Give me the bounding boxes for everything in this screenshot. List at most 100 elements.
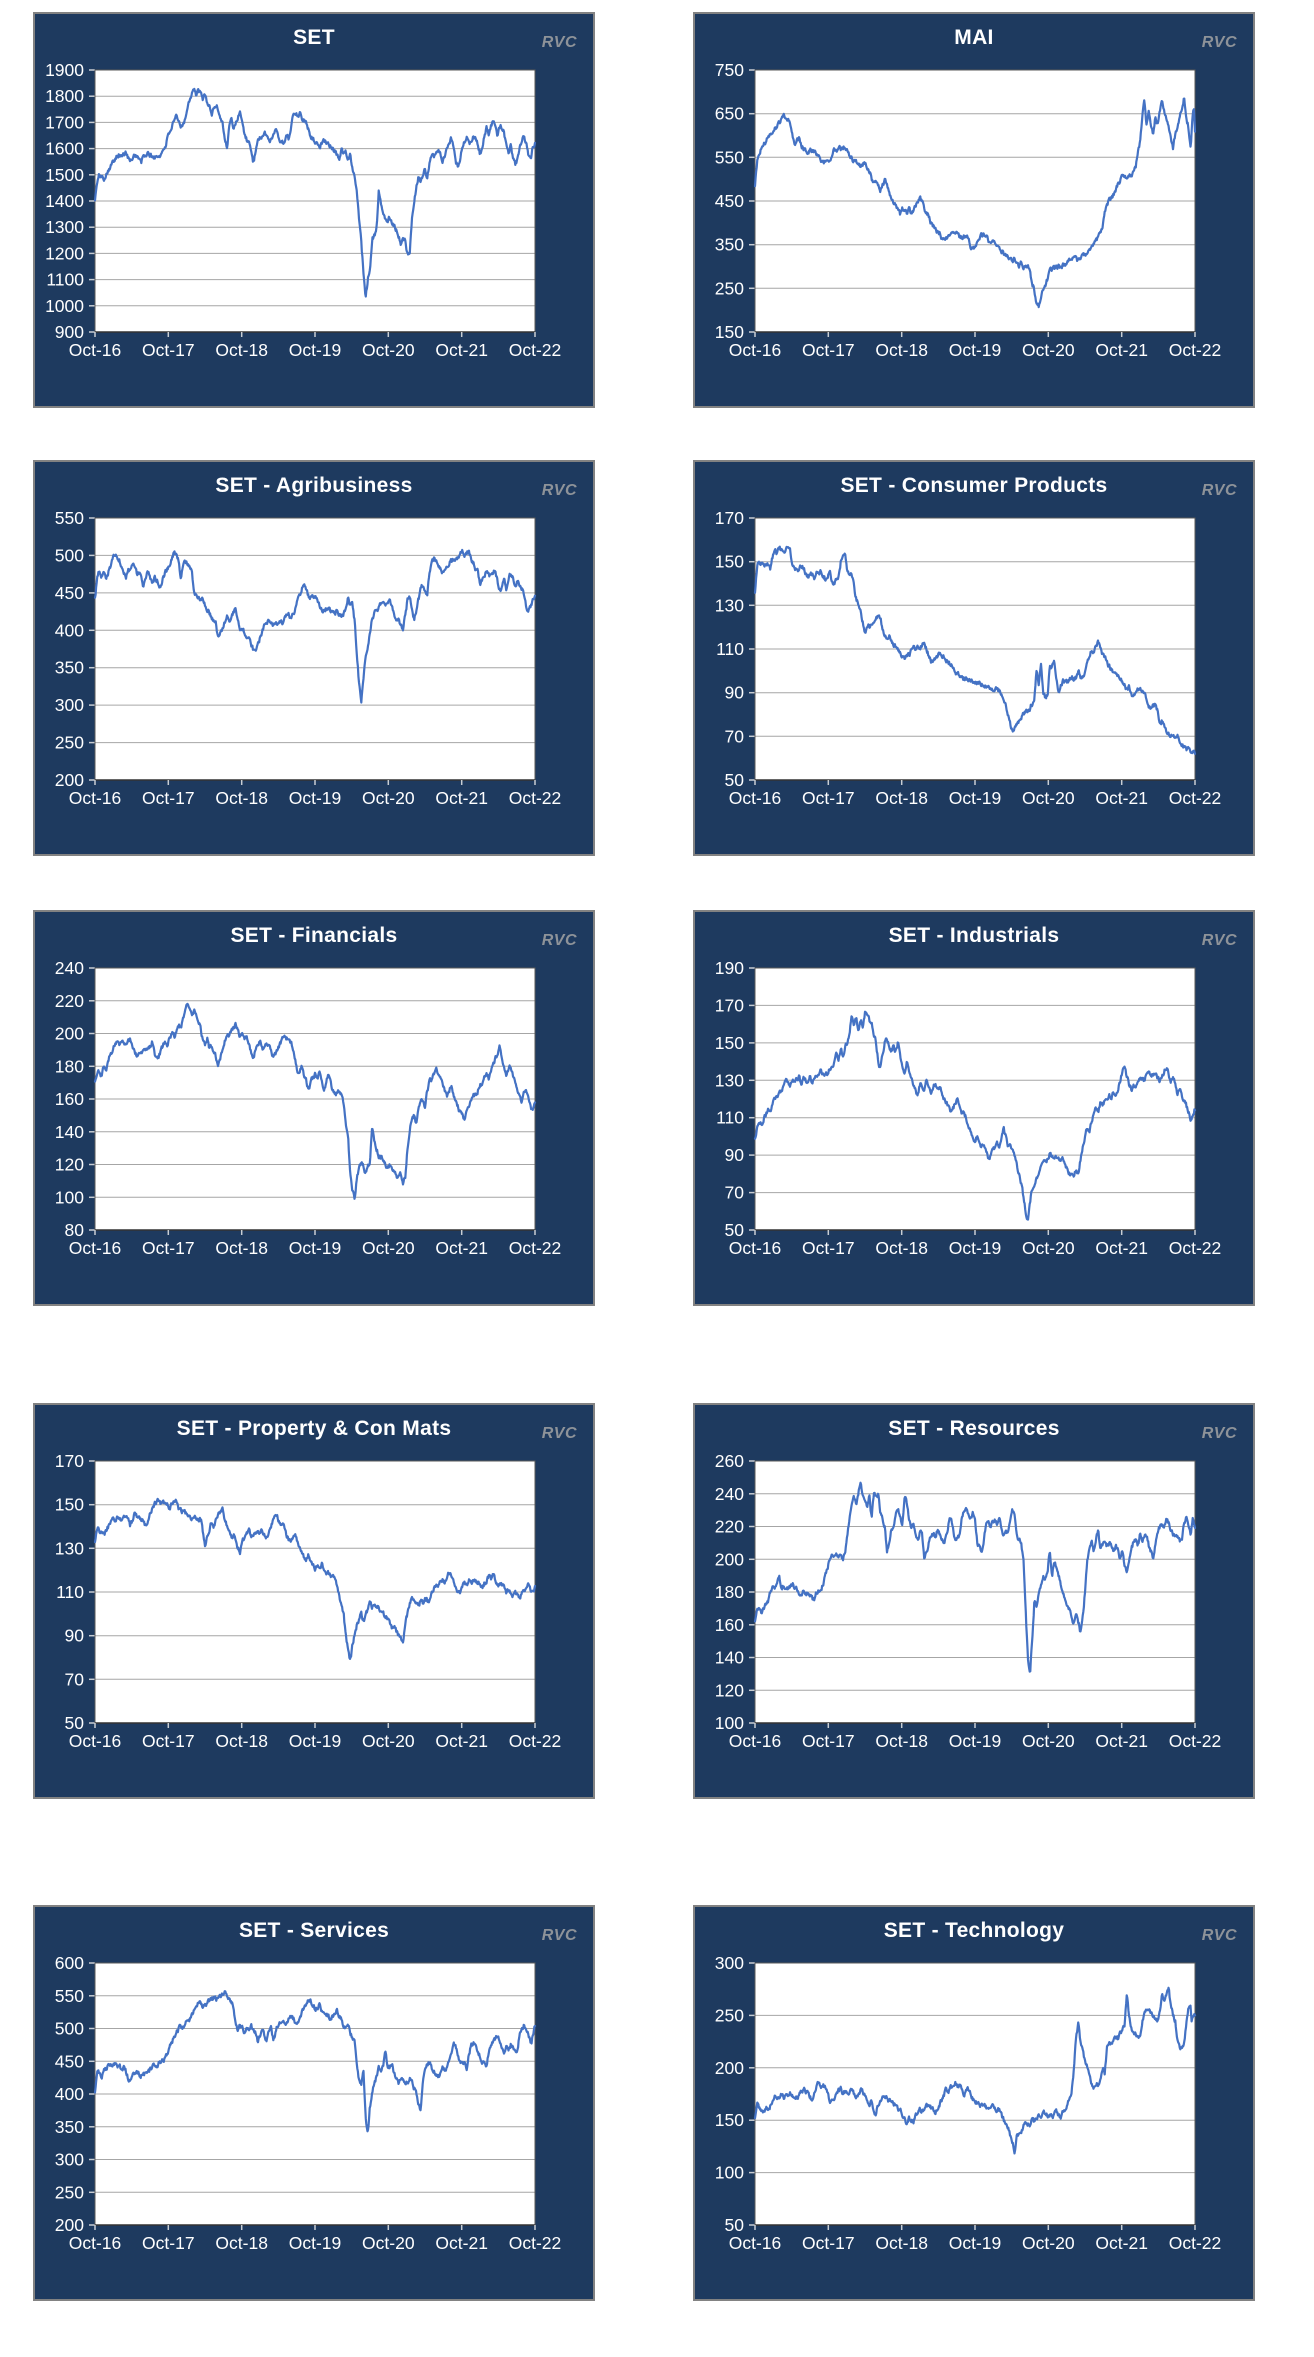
svg-text:180: 180	[55, 1056, 84, 1076]
plot-area: 100 120 140 160 180 200 220 240 260 Oct-16 Oct-17 O…	[695, 1405, 1253, 1797]
chart-canvas: 200 250 300 350 400 450 500 550 600 Oct-16 Oct-17 O…	[55, 1953, 562, 2253]
index-line	[753, 545, 1197, 755]
svg-text:Oct-20: Oct-20	[1022, 1238, 1075, 1258]
svg-text:1600: 1600	[45, 139, 84, 159]
chart-title: SET - Consumer Products	[840, 474, 1108, 497]
svg-text:Oct-17: Oct-17	[802, 788, 855, 808]
svg-text:Oct-16: Oct-16	[729, 1238, 782, 1258]
rvc-watermark: RVC	[541, 1927, 577, 1944]
svg-text:Oct-22: Oct-22	[509, 1731, 562, 1751]
rvc-watermark: RVC	[1201, 1927, 1237, 1944]
svg-text:240: 240	[55, 958, 84, 978]
rvc-watermark: RVC	[1201, 34, 1237, 51]
svg-text:Oct-17: Oct-17	[802, 1731, 855, 1751]
svg-text:Oct-19: Oct-19	[289, 1731, 342, 1751]
svg-text:Oct-21: Oct-21	[435, 1238, 488, 1258]
svg-text:140: 140	[715, 1648, 744, 1668]
chart-canvas: 200 250 300 350 400 450 500 550 Oct-16 Oct-17 Oct-…	[55, 508, 561, 808]
chart-title: SET - Technology	[883, 1919, 1065, 1942]
chart-canvas: 80 100 120 140 160 180 200 220 240 Oct-16 Oct-17 Oc…	[55, 958, 561, 1258]
rvc-watermark: RVC	[1201, 932, 1237, 949]
svg-text:130: 130	[55, 1538, 84, 1558]
svg-text:160: 160	[715, 1615, 744, 1635]
svg-text:Oct-20: Oct-20	[362, 1238, 415, 1258]
svg-text:450: 450	[55, 583, 84, 603]
index-line	[753, 1481, 1197, 1673]
svg-text:Oct-18: Oct-18	[215, 340, 268, 360]
svg-text:Oct-19: Oct-19	[949, 788, 1002, 808]
svg-text:Oct-17: Oct-17	[142, 2233, 195, 2253]
svg-text:160: 160	[55, 1089, 84, 1109]
svg-text:1300: 1300	[45, 217, 84, 237]
svg-text:Oct-21: Oct-21	[1095, 1731, 1148, 1751]
plot-area: 50 70 90 110 130 150 170 Oct-16 Oct-17 Oct-18 Oct-…	[35, 1405, 593, 1797]
svg-text:90: 90	[725, 1145, 745, 1165]
chart-panel-set-resources: SET - Resources RVC 100 120 140 160 180 200 22…	[693, 1403, 1255, 1799]
svg-text:Oct-20: Oct-20	[362, 340, 415, 360]
svg-text:140: 140	[55, 1122, 84, 1142]
plot-area: 50 100 150 200 250 300 Oct-16 Oct-17 Oct-18 Oct-1…	[695, 1907, 1253, 2299]
chart-canvas: 50 70 90 110 130 150 170 Oct-16 Oct-17 Oct-18 Oct-…	[715, 508, 1221, 808]
svg-text:110: 110	[716, 639, 744, 659]
svg-text:260: 260	[715, 1451, 744, 1471]
svg-text:120: 120	[715, 1680, 744, 1700]
svg-text:Oct-18: Oct-18	[875, 2233, 928, 2253]
chart-panel-set-financials: SET - Financials RVC 80 100 120 140 160 180 20…	[33, 910, 595, 1306]
chart-title: SET - Agribusiness	[215, 474, 413, 497]
svg-text:250: 250	[55, 2182, 84, 2202]
chart-panel-set-industrials: SET - Industrials RVC 50 70 90 110 130 150 170…	[693, 910, 1255, 1306]
svg-text:Oct-17: Oct-17	[802, 1238, 855, 1258]
svg-text:Oct-22: Oct-22	[509, 2233, 562, 2253]
svg-text:1000: 1000	[45, 296, 84, 316]
svg-text:200: 200	[55, 770, 84, 790]
svg-text:70: 70	[725, 726, 745, 746]
svg-text:500: 500	[55, 2019, 84, 2039]
svg-text:190: 190	[715, 958, 744, 978]
chart-canvas: 50 100 150 200 250 300 Oct-16 Oct-17 Oct-18 Oct-1…	[715, 1953, 1221, 2253]
svg-text:500: 500	[55, 545, 84, 565]
rvc-watermark: RVC	[541, 34, 577, 51]
svg-text:Oct-18: Oct-18	[215, 788, 268, 808]
svg-text:Oct-18: Oct-18	[215, 2233, 268, 2253]
svg-text:100: 100	[55, 1187, 84, 1207]
svg-text:Oct-21: Oct-21	[435, 2233, 488, 2253]
svg-text:Oct-20: Oct-20	[1022, 1731, 1075, 1751]
chart-canvas: 900 1000 1100 1200 1300 1400 1500 1600 1700 1800 1…	[45, 60, 562, 360]
svg-text:550: 550	[55, 1986, 84, 2006]
chart-canvas: 150 250 350 450 550 650 750 Oct-16 Oct-17 Oct-18 O…	[715, 60, 1221, 360]
chart-canvas: 100 120 140 160 180 200 220 240 260 Oct-16 Oct-17 O…	[715, 1451, 1221, 1751]
plot-area: 200 250 300 350 400 450 500 550 600 Oct-16 Oct-17 O…	[35, 1907, 593, 2299]
svg-text:50: 50	[725, 770, 745, 790]
svg-text:240: 240	[715, 1484, 744, 1504]
svg-text:200: 200	[55, 1024, 84, 1044]
chart-panel-set-services: SET - Services RVC 200 250 300 350 400 450 500…	[33, 1905, 595, 2301]
svg-text:150: 150	[715, 322, 744, 342]
svg-text:Oct-18: Oct-18	[215, 1731, 268, 1751]
chart-title: SET	[293, 26, 335, 49]
svg-text:Oct-20: Oct-20	[1022, 788, 1075, 808]
svg-text:Oct-19: Oct-19	[949, 340, 1002, 360]
svg-text:200: 200	[715, 1549, 744, 1569]
svg-text:1200: 1200	[45, 243, 84, 263]
chart-panel-mai: MAI RVC 150 250 350 450 550 650 750 Oct-16 Oct-1…	[693, 12, 1255, 408]
index-line	[93, 548, 537, 704]
plot-area: 50 70 90 110 130 150 170 Oct-16 Oct-17 Oct-18 Oct-…	[695, 462, 1253, 854]
chart-title: MAI	[954, 26, 994, 49]
svg-text:130: 130	[715, 1070, 744, 1090]
chart-title: SET - Industrials	[888, 924, 1060, 947]
svg-text:Oct-20: Oct-20	[1022, 2233, 1075, 2253]
svg-text:120: 120	[55, 1155, 84, 1175]
index-line	[93, 1990, 537, 2133]
chart-canvas: 50 70 90 110 130 150 170 Oct-16 Oct-17 Oct-18 Oct-…	[55, 1451, 562, 1751]
svg-text:Oct-17: Oct-17	[802, 2233, 855, 2253]
svg-text:Oct-21: Oct-21	[1095, 1238, 1148, 1258]
svg-text:150: 150	[715, 1033, 744, 1053]
svg-text:Oct-19: Oct-19	[949, 1731, 1002, 1751]
svg-text:Oct-20: Oct-20	[362, 1731, 415, 1751]
svg-text:550: 550	[715, 147, 744, 167]
svg-text:Oct-22: Oct-22	[509, 340, 562, 360]
chart-title: SET - Resources	[888, 1417, 1060, 1440]
svg-text:180: 180	[715, 1582, 744, 1602]
svg-text:350: 350	[55, 658, 84, 678]
chart-title: SET - Services	[238, 1919, 390, 1942]
